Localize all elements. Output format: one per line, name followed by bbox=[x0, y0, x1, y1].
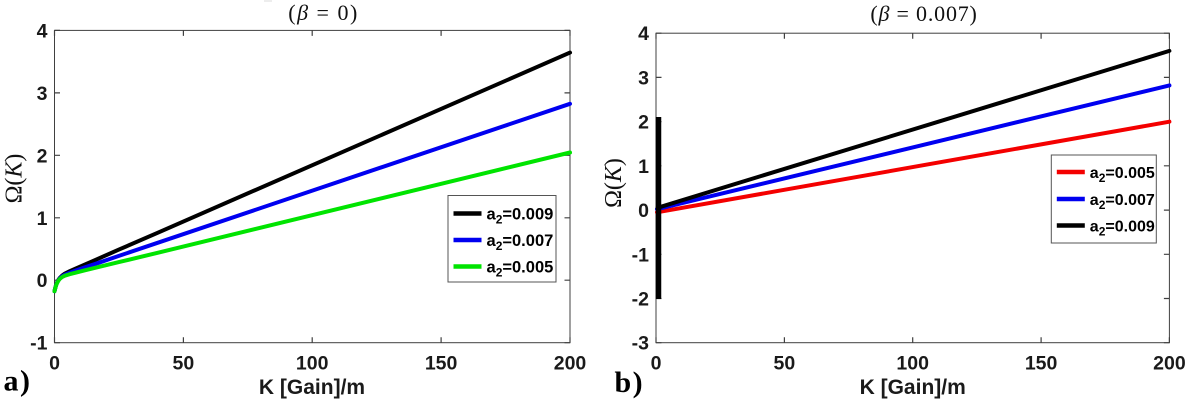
svg-text:150: 150 bbox=[1025, 353, 1058, 375]
svg-text:3: 3 bbox=[37, 83, 48, 105]
svg-text:0: 0 bbox=[49, 353, 60, 375]
svg-text:1: 1 bbox=[37, 208, 48, 230]
svg-text:200: 200 bbox=[1153, 353, 1186, 375]
svg-text:K [Gain]/m: K [Gain]/m bbox=[259, 376, 365, 399]
svg-text:a2=0.009: a2=0.009 bbox=[1090, 219, 1155, 239]
svg-text:3: 3 bbox=[638, 67, 649, 89]
svg-text:(β = 0): (β = 0) bbox=[288, 0, 359, 25]
svg-text:a2=0.007: a2=0.007 bbox=[1090, 192, 1155, 212]
svg-text:100: 100 bbox=[296, 353, 329, 375]
svg-text:a2=0.005: a2=0.005 bbox=[1090, 165, 1155, 185]
svg-text:(β = 0.007): (β = 0.007) bbox=[870, 1, 977, 26]
svg-text:0: 0 bbox=[638, 200, 649, 222]
svg-text:150: 150 bbox=[425, 353, 458, 375]
svg-text:-3: -3 bbox=[632, 333, 649, 355]
svg-text:2: 2 bbox=[37, 145, 48, 167]
svg-text:Ω(K): Ω(K) bbox=[2, 154, 28, 204]
svg-text:4: 4 bbox=[37, 20, 48, 42]
svg-text:a): a) bbox=[4, 365, 32, 398]
svg-text:50: 50 bbox=[774, 353, 796, 375]
svg-text:K [Gain]/m: K [Gain]/m bbox=[860, 376, 966, 399]
svg-text:a2=0.005: a2=0.005 bbox=[487, 259, 554, 280]
svg-text:a2=0.007: a2=0.007 bbox=[487, 232, 554, 253]
svg-text:100: 100 bbox=[896, 353, 929, 375]
svg-text:Ω(K): Ω(K) bbox=[601, 158, 627, 208]
svg-text:4: 4 bbox=[638, 23, 649, 45]
svg-text:-1: -1 bbox=[632, 244, 649, 266]
svg-text:0: 0 bbox=[651, 353, 662, 375]
svg-text:a2=0.009: a2=0.009 bbox=[487, 206, 554, 227]
svg-text:50: 50 bbox=[173, 353, 195, 375]
svg-text:-1: -1 bbox=[30, 333, 47, 355]
svg-text:2: 2 bbox=[638, 112, 649, 134]
svg-text:1: 1 bbox=[638, 156, 649, 178]
svg-text:b): b) bbox=[615, 366, 645, 399]
svg-text:200: 200 bbox=[554, 353, 587, 375]
svg-text:0: 0 bbox=[37, 270, 48, 292]
svg-text:-2: -2 bbox=[632, 289, 649, 311]
